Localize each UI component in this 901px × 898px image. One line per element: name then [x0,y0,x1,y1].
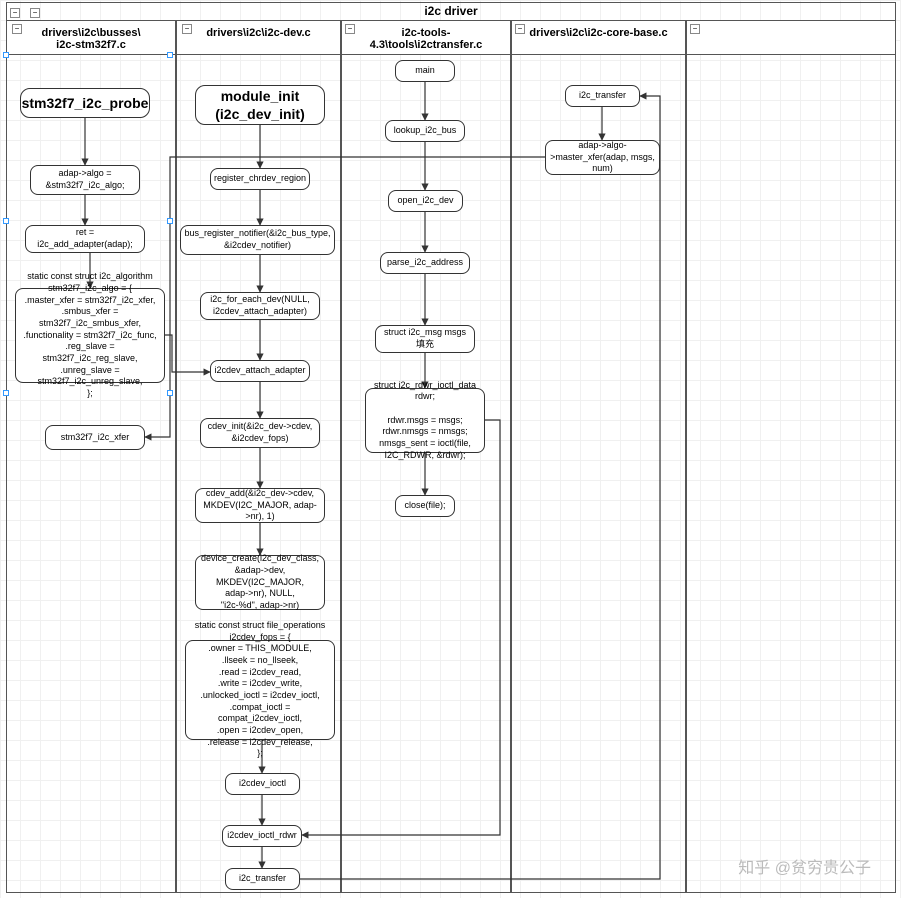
collapse-icon[interactable]: − [12,24,22,34]
lane-header: drivers\i2c\busses\ i2c-stm32f7.c [7,21,175,55]
flowchart-node[interactable]: i2c_for_each_dev(NULL, i2cdev_attach_ada… [200,292,320,320]
flowchart-node[interactable]: stm32f7_i2c_probe [20,88,150,118]
diagram-canvas[interactable]: i2c driver drivers\i2c\busses\ i2c-stm32… [0,0,901,898]
flowchart-node[interactable]: i2cdev_ioctl [225,773,300,795]
flowchart-node[interactable]: bus_register_notifier(&i2c_bus_type, &i2… [180,225,335,255]
collapse-icon[interactable]: − [182,24,192,34]
flowchart-node[interactable]: static const struct i2c_algorithm stm32f… [15,288,165,383]
flowchart-node[interactable]: module_init (i2c_dev_init) [195,85,325,125]
flowchart-node[interactable]: i2cdev_ioctl_rdwr [222,825,302,847]
flowchart-node[interactable]: parse_i2c_address [380,252,470,274]
flowchart-node[interactable]: adap->algo = &stm32f7_i2c_algo; [30,165,140,195]
flowchart-node[interactable]: ret = i2c_add_adapter(adap); [25,225,145,253]
collapse-icon[interactable]: − [515,24,525,34]
collapse-icon[interactable]: − [30,8,40,18]
lane-header: drivers\i2c\i2c-core-base.c [512,21,685,55]
flowchart-node[interactable]: cdev_add(&i2c_dev->cdev, MKDEV(I2C_MAJOR… [195,488,325,523]
flowchart-node[interactable]: adap->algo- >master_xfer(adap, msgs, num… [545,140,660,175]
flowchart-node[interactable]: lookup_i2c_bus [385,120,465,142]
swimlane[interactable]: drivers\i2c\busses\ i2c-stm32f7.c [6,20,176,893]
flowchart-node[interactable]: device_create(i2c_dev_class, &adap->dev,… [195,555,325,610]
swimlane[interactable]: drivers\i2c\i2c-dev.c [176,20,341,893]
flowchart-node[interactable]: struct i2c_msg msgs 填充 [375,325,475,353]
flowchart-node[interactable]: i2cdev_attach_adapter [210,360,310,382]
lane-header: i2c-tools-4.3\tools\i2ctransfer.c [342,21,510,55]
flowchart-node[interactable]: stm32f7_i2c_xfer [45,425,145,450]
collapse-icon[interactable]: − [345,24,355,34]
selection-handle[interactable] [3,390,9,396]
flowchart-node[interactable]: cdev_init(&i2c_dev->cdev, &i2cdev_fops) [200,418,320,448]
selection-handle[interactable] [167,390,173,396]
flowchart-node[interactable]: close(file); [395,495,455,517]
flowchart-node[interactable]: register_chrdev_region [210,168,310,190]
lane-header: drivers\i2c\i2c-dev.c [177,21,340,55]
pool-title: i2c driver [6,2,896,20]
collapse-icon[interactable]: − [10,8,20,18]
watermark: 知乎 @贫穷贵公子 [738,854,871,878]
flowchart-node[interactable]: i2c_transfer [225,868,300,890]
lane-header [687,21,895,55]
flowchart-node[interactable]: static const struct file_operations i2cd… [185,640,335,740]
flowchart-node[interactable]: open_i2c_dev [388,190,463,212]
flowchart-node[interactable]: i2c_transfer [565,85,640,107]
selection-handle[interactable] [167,218,173,224]
selection-handle[interactable] [3,218,9,224]
swimlane[interactable] [686,20,896,893]
selection-handle[interactable] [167,52,173,58]
collapse-icon[interactable]: − [690,24,700,34]
flowchart-node[interactable]: main [395,60,455,82]
flowchart-node[interactable]: struct i2c_rdwr_ioctl_data rdwr; rdwr.ms… [365,388,485,453]
selection-handle[interactable] [3,52,9,58]
